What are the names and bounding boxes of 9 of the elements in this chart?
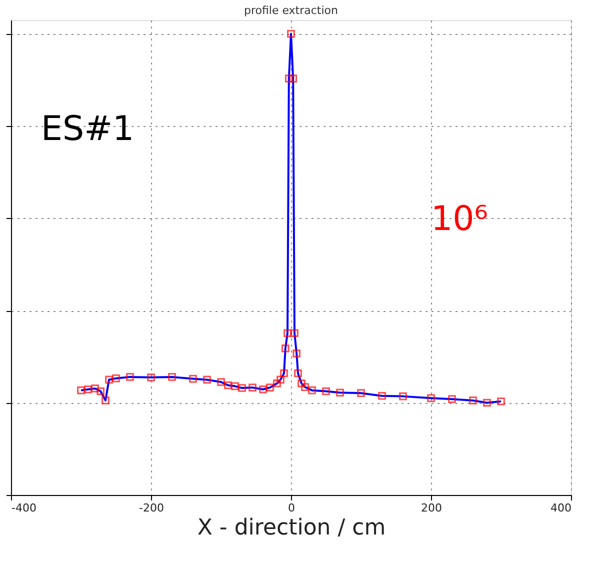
x-tick-label: -200 [139,502,164,514]
annotation: ES#1 [41,109,134,149]
x-tick-label: 0 [288,502,295,514]
annotation: 10⁶ [431,199,488,239]
x-tick-label: 400 [550,502,572,514]
x-tick-label: -400 [12,502,36,514]
x-tick-label: 200 [421,502,442,514]
x-axis-title: X - direction / cm [197,516,386,540]
chart-title: profile extraction [244,4,338,17]
